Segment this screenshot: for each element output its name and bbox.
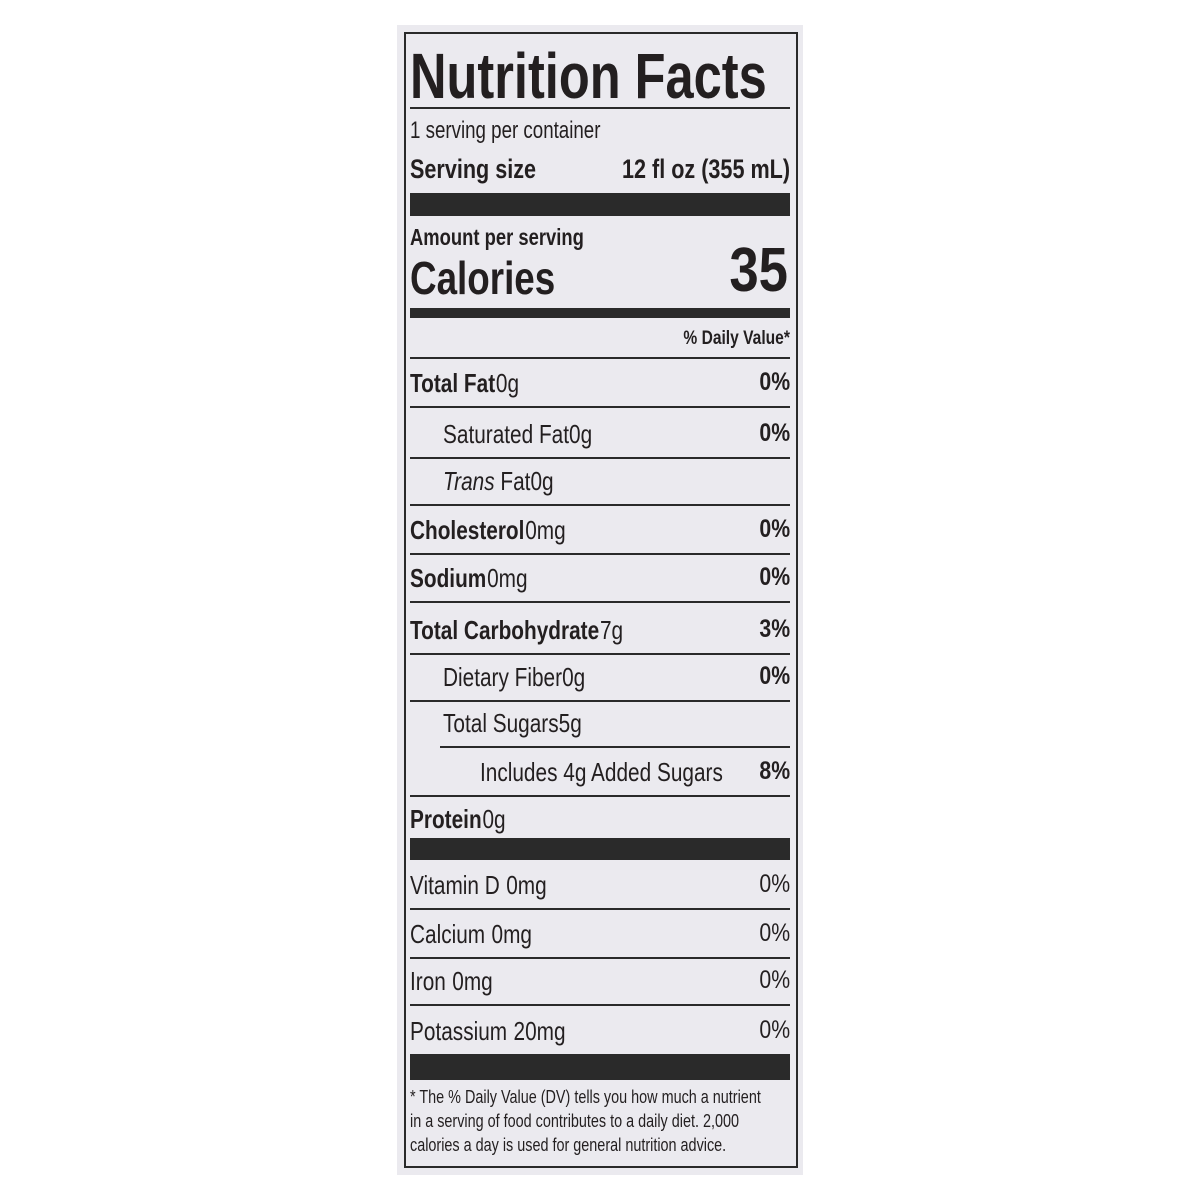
divider (410, 107, 790, 109)
vitamin-daily-value: 0% (759, 966, 790, 994)
divider (410, 700, 790, 702)
nutrient-amount: 0g (562, 662, 586, 692)
divider (410, 504, 790, 506)
nutrient-row: Cholesterol0mg (410, 517, 566, 543)
nutrient-name: Dietary Fiber (443, 662, 563, 692)
divider (440, 746, 790, 748)
medium-divider (410, 308, 790, 318)
nutrient-amount: 0g (495, 368, 520, 398)
vitamin-name: Calcium (410, 919, 486, 949)
nutrient-name-suffix: Fat (494, 466, 531, 496)
footnote-line: * The % Daily Value (DV) tells you how m… (410, 1087, 761, 1107)
nutrient-name: Protein (410, 804, 482, 834)
divider (410, 1004, 790, 1006)
nutrient-amount: 5g (558, 708, 582, 738)
thick-divider (410, 1054, 790, 1080)
nutrient-daily-value: 0% (759, 563, 790, 591)
nutrient-row: Total Carbohydrate7g (410, 617, 623, 643)
vitamin-daily-value: 0% (759, 870, 790, 898)
nutrient-amount: 7g (599, 615, 624, 645)
nutrient-name: Cholesterol (410, 515, 525, 545)
nutrient-name: Total Carbohydrate (410, 615, 600, 645)
calories-label: Calories (410, 252, 556, 304)
vitamin-amount: 0mg (491, 919, 532, 949)
nutrient-name: Saturated Fat (443, 419, 570, 449)
divider (410, 406, 790, 408)
nutrient-name: Sodium (410, 563, 487, 593)
servings-per-container: 1 serving per container (410, 117, 601, 144)
nutrient-row: Dietary Fiber0g (443, 664, 585, 690)
amount-per-serving: Amount per serving (410, 224, 584, 250)
nutrient-daily-value: 0% (759, 419, 790, 447)
divider (410, 357, 790, 359)
nutrient-daily-value: 3% (759, 615, 790, 643)
vitamin-name: Vitamin D (410, 870, 500, 900)
vitamin-row: Iron 0mg (410, 968, 493, 994)
nutrient-amount: 0g (530, 466, 554, 496)
nutrient-daily-value: 8% (759, 757, 790, 785)
nutrient-row: Saturated Fat0g (443, 421, 592, 447)
footnote-line: in a serving of food contributes to a da… (410, 1111, 740, 1131)
nutrient-amount: 0mg (487, 563, 528, 593)
nutrition-facts-box (404, 32, 798, 1168)
vitamin-amount: 0mg (506, 870, 547, 900)
divider (410, 957, 790, 959)
serving-size-value: 12 fl oz (355 mL) (621, 154, 790, 184)
nutrient-name: Total Fat (410, 368, 496, 398)
divider (410, 838, 790, 860)
footnote-line: calories a day is used for general nutri… (410, 1135, 727, 1155)
vitamin-name: Iron (410, 966, 446, 996)
nutrient-row: Includes 4g Added Sugars (480, 759, 723, 785)
nutrient-amount: 0mg (525, 515, 566, 545)
vitamin-name: Potassium (410, 1016, 508, 1046)
nutrient-row: Total Sugars5g (443, 710, 582, 736)
calories-value: 35 (729, 236, 788, 305)
label-title: Nutrition Facts (410, 40, 767, 112)
divider (410, 795, 790, 797)
vitamin-daily-value: 0% (759, 1016, 790, 1044)
divider (410, 908, 790, 910)
nutrient-name: Includes 4g Added Sugars (480, 757, 723, 787)
nutrient-row: Sodium0mg (410, 565, 528, 591)
divider (410, 601, 790, 603)
divider (410, 457, 790, 459)
vitamin-row: Vitamin D 0mg (410, 872, 547, 898)
vitamin-row: Potassium 20mg (410, 1018, 566, 1044)
nutrient-daily-value: 0% (759, 662, 790, 690)
vitamin-daily-value: 0% (759, 919, 790, 947)
nutrient-daily-value: 0% (759, 368, 790, 396)
nutrient-name: Total Sugars (443, 708, 559, 738)
vitamin-amount: 0mg (452, 966, 493, 996)
daily-value-header: % Daily Value* (683, 328, 790, 349)
vitamin-amount: 20mg (513, 1016, 566, 1046)
thick-divider (410, 193, 790, 216)
divider (410, 553, 790, 555)
serving-size-label: Serving size (410, 154, 537, 184)
nutrient-row: Total Fat0g (410, 370, 519, 396)
divider (410, 653, 790, 655)
vitamin-row: Calcium 0mg (410, 921, 532, 947)
nutrient-row: Protein0g (410, 806, 506, 832)
nutrient-amount: 0g (482, 804, 506, 834)
nutrient-row: Trans Fat0g (443, 468, 554, 494)
nutrient-daily-value: 0% (759, 515, 790, 543)
nutrient-name: Trans (443, 466, 495, 496)
nutrient-amount: 0g (569, 419, 593, 449)
label-panel (397, 25, 803, 1175)
